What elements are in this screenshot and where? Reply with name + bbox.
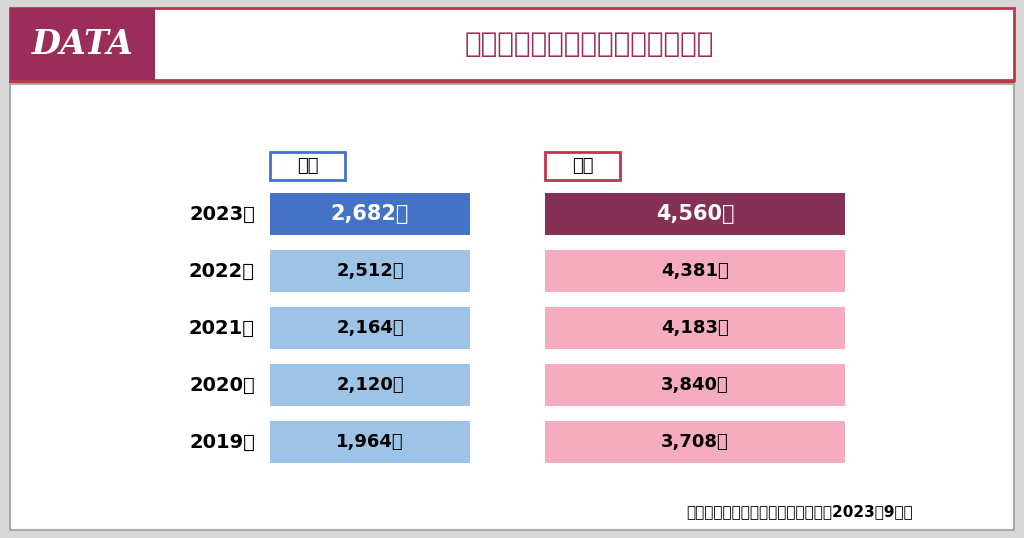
- FancyBboxPatch shape: [270, 193, 470, 235]
- FancyBboxPatch shape: [10, 8, 155, 80]
- Text: 2019年: 2019年: [189, 433, 255, 451]
- FancyBboxPatch shape: [270, 250, 470, 292]
- Text: 2,682円: 2,682円: [331, 204, 410, 224]
- FancyBboxPatch shape: [545, 364, 845, 406]
- FancyBboxPatch shape: [545, 193, 845, 235]
- FancyBboxPatch shape: [545, 307, 845, 349]
- Text: 白髪染めにかけてもよい金額は？: 白髪染めにかけてもよい金額は？: [465, 30, 714, 58]
- Text: 2023年: 2023年: [189, 204, 255, 223]
- FancyBboxPatch shape: [270, 307, 470, 349]
- Text: 1,964円: 1,964円: [336, 433, 403, 451]
- FancyBboxPatch shape: [10, 84, 1014, 530]
- Text: 2,512円: 2,512円: [336, 262, 403, 280]
- Text: 男性: 男性: [297, 157, 318, 175]
- Text: 4,560円: 4,560円: [655, 204, 734, 224]
- FancyBboxPatch shape: [270, 364, 470, 406]
- Text: 2,120円: 2,120円: [336, 376, 403, 394]
- Text: 3,840円: 3,840円: [662, 376, 729, 394]
- Text: 2021年: 2021年: [189, 318, 255, 337]
- Text: 3,708円: 3,708円: [662, 433, 729, 451]
- Text: 出典：「白髪に関する意識調査」（2023年9月）: 出典：「白髪に関する意識調査」（2023年9月）: [687, 505, 913, 520]
- FancyBboxPatch shape: [545, 421, 845, 463]
- Text: DATA: DATA: [32, 27, 133, 60]
- Text: 女性: 女性: [571, 157, 593, 175]
- Text: 2,164円: 2,164円: [336, 319, 403, 337]
- FancyBboxPatch shape: [545, 152, 620, 180]
- FancyBboxPatch shape: [10, 8, 1014, 80]
- Text: 4,183円: 4,183円: [662, 319, 729, 337]
- Text: 4,381円: 4,381円: [662, 262, 729, 280]
- FancyBboxPatch shape: [545, 250, 845, 292]
- Text: 2020年: 2020年: [189, 376, 255, 394]
- Text: 2022年: 2022年: [189, 261, 255, 280]
- FancyBboxPatch shape: [270, 421, 470, 463]
- FancyBboxPatch shape: [270, 152, 345, 180]
